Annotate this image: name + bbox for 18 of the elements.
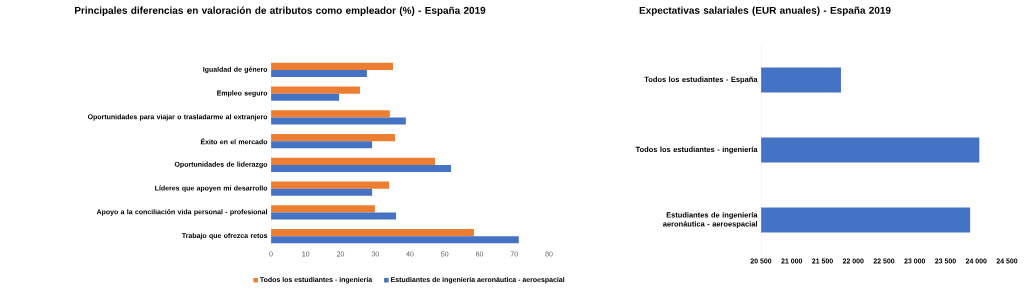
bar: [271, 188, 373, 196]
bar: [271, 212, 397, 220]
bar: [271, 134, 396, 142]
bar: [271, 141, 373, 149]
bar: [271, 164, 452, 172]
bar: [271, 236, 519, 244]
bar: [271, 181, 390, 189]
bar: [271, 62, 393, 70]
bar: [271, 69, 367, 77]
chart-title: Principales diferencias en valoración de atributos como empleador (%) - España 2019: [74, 6, 486, 16]
bar: [271, 229, 474, 237]
bar: [271, 157, 436, 165]
bar: [271, 110, 390, 118]
bar: [271, 93, 340, 101]
bar: [271, 205, 375, 213]
bar: [271, 86, 360, 94]
bar: [271, 117, 406, 125]
chart-title: Expectativas salariales (EUR anuales) - España 2019: [639, 6, 891, 16]
